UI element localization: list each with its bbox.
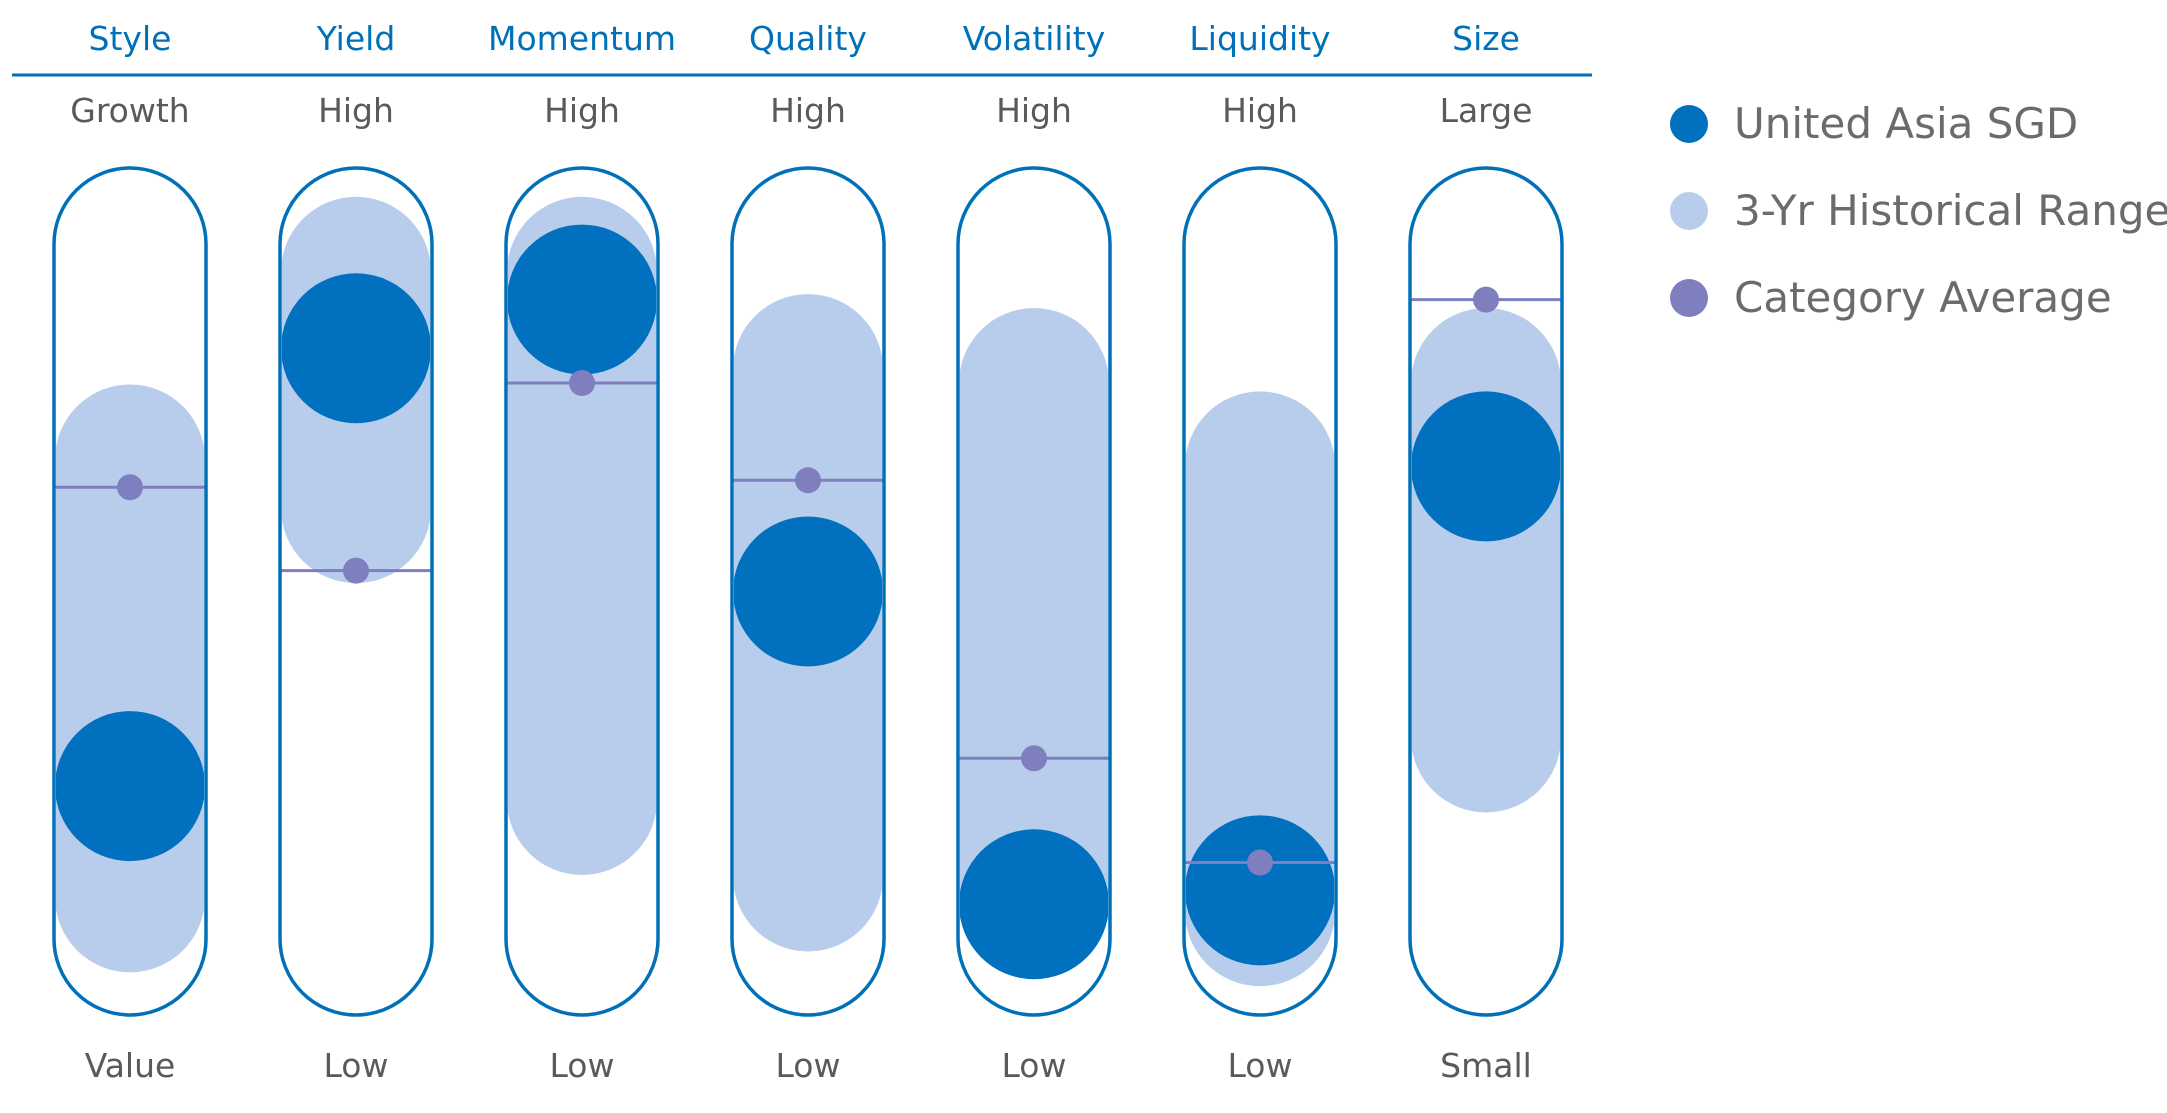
fund-dot-volatility	[960, 829, 1108, 980]
legend-label: Category Average	[1734, 273, 2112, 322]
high-label-liquidity: High	[1222, 91, 1298, 130]
capsule-outline-style	[52, 166, 208, 1017]
fund-dot-yield	[282, 273, 430, 424]
factor-header-yield: Yield	[316, 19, 396, 58]
low-label-size: Small	[1440, 1046, 1532, 1085]
low-label-style: Value	[85, 1046, 176, 1085]
legend-label: United Asia SGD	[1734, 99, 2079, 148]
category-dot-size	[1473, 286, 1499, 313]
legend-label: 3-Yr Historical Range	[1734, 186, 2167, 235]
fund-dot-icon	[1670, 104, 1708, 143]
capsule-outline-momentum	[504, 166, 660, 1017]
factor-profile-chart: Style Growth Value Yield High Low Momentum High…	[12, 19, 1592, 1085]
high-label-style: Growth	[70, 91, 189, 130]
low-label-liquidity: Low	[1228, 1046, 1293, 1085]
range-band-size	[1412, 308, 1560, 813]
high-label-quality: High	[770, 91, 846, 130]
range-dot-icon	[1670, 191, 1708, 230]
legend-item-range: 3-Yr Historical Range	[1670, 167, 2167, 254]
capsule-outline-volatility	[956, 166, 1112, 1017]
legend-item-fund: United Asia SGD	[1670, 80, 2167, 167]
range-band-momentum	[508, 196, 656, 876]
high-label-yield: High	[318, 91, 394, 130]
category-dot-momentum	[569, 370, 595, 396]
category-dot-quality	[795, 467, 821, 494]
legend-item-category-average: Category Average	[1670, 254, 2167, 341]
fund-dot-quality	[734, 516, 882, 667]
factor-header-quality: Quality	[749, 19, 867, 58]
factor-header-liquidity: Liquidity	[1189, 19, 1330, 58]
fund-dot-liquidity	[1186, 815, 1334, 966]
legend: United Asia SGD 3-Yr Historical Range Ca…	[1670, 80, 2167, 341]
capsule-outline-size	[1408, 166, 1564, 1017]
factor-header-style: Style	[89, 19, 172, 58]
range-band-style	[56, 384, 204, 973]
category-average-dot-icon	[1670, 278, 1708, 317]
fund-dot-style	[56, 711, 204, 862]
category-dot-liquidity	[1247, 849, 1273, 876]
low-label-yield: Low	[324, 1046, 389, 1085]
factor-header-size: Size	[1452, 19, 1520, 58]
high-label-volatility: High	[996, 91, 1072, 130]
category-dot-style	[117, 474, 143, 501]
range-band-volatility	[960, 308, 1108, 973]
high-label-size: Large	[1440, 91, 1533, 130]
capsule-outline-quality	[730, 166, 886, 1017]
fund-dot-momentum	[508, 224, 656, 375]
category-dot-yield	[343, 557, 369, 584]
low-label-momentum: Low	[550, 1046, 615, 1085]
factor-header-volatility: Volatility	[963, 19, 1106, 58]
low-label-quality: Low	[776, 1046, 841, 1085]
category-dot-volatility	[1021, 745, 1047, 772]
fund-dot-size	[1412, 391, 1560, 542]
high-label-momentum: High	[544, 91, 620, 130]
factor-header-momentum: Momentum	[488, 19, 676, 58]
capsule-outline-liquidity	[1182, 166, 1338, 1017]
capsule-outline-yield	[278, 166, 434, 1017]
low-label-volatility: Low	[1002, 1046, 1067, 1085]
